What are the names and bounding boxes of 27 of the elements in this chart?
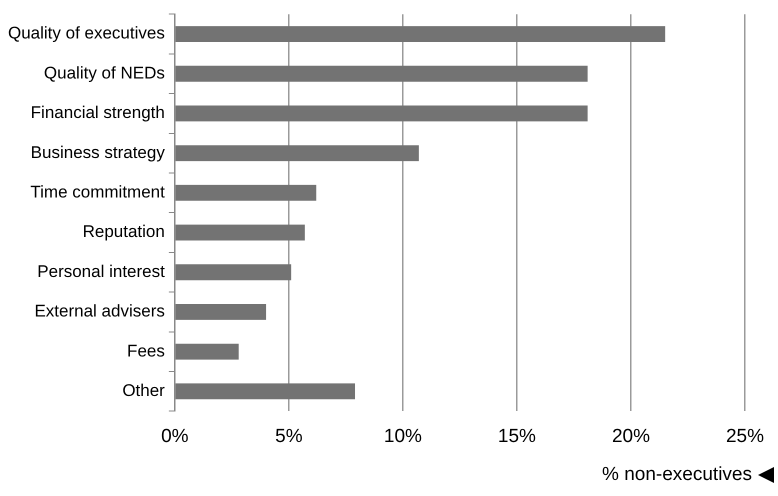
bar	[176, 66, 588, 82]
y-tick-label: Quality of NEDs	[44, 63, 165, 82]
bar	[176, 304, 266, 320]
x-tick-label: 15%	[498, 426, 536, 447]
y-tick-label: Reputation	[82, 222, 165, 242]
bar	[176, 264, 292, 280]
bar	[176, 184, 316, 201]
y-tick-label: Personal interest	[37, 262, 166, 281]
y-tick-label: Quality of executives	[8, 24, 165, 43]
x-tick-label: 5%	[275, 426, 303, 447]
bar	[176, 106, 588, 122]
y-tick-label: Other	[122, 381, 166, 400]
x-axis-title: % non-executives	[602, 464, 752, 486]
bar	[176, 145, 419, 162]
y-tick-label: Business strategy	[30, 142, 166, 162]
y-tick-label: Fees	[127, 341, 165, 360]
bar	[176, 383, 356, 400]
y-tick-label: Time commitment	[30, 182, 166, 202]
x-tick-label: 20%	[612, 426, 650, 447]
bar	[176, 224, 305, 240]
bar	[176, 344, 239, 360]
y-tick-label: External advisers	[34, 302, 165, 321]
x-tick-label: 10%	[384, 426, 422, 447]
y-tick-label: Financial strength	[30, 103, 165, 122]
x-tick-label: 25%	[726, 426, 764, 447]
bar	[176, 26, 666, 42]
x-tick-label: 0%	[161, 426, 189, 447]
